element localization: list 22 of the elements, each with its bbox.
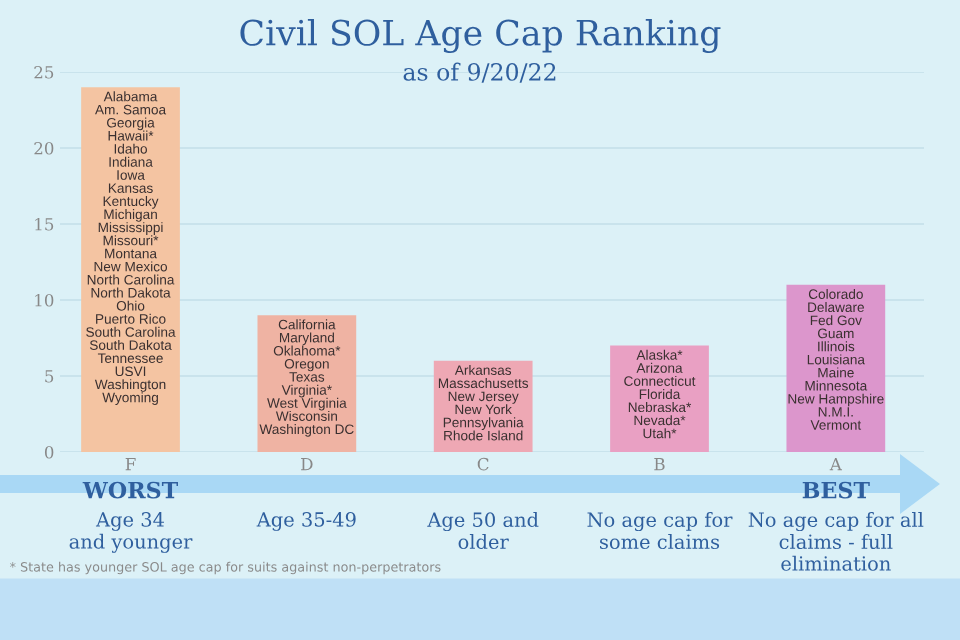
y-tick-label: 5 [45,370,54,383]
y-tick-label: 0 [44,445,54,459]
y-tick-label: 20 [34,141,54,155]
bar [610,345,709,452]
y-tick-label: 10 [35,293,54,307]
bar [786,284,886,452]
y-tick-label: 25 [34,65,54,79]
chart-subtitle: as of 9/20/22 [403,62,556,83]
text: BEST [802,481,870,499]
text: Age 34 and younger [69,512,193,553]
x-tick-label: A [829,458,843,471]
chart-title: Civil SOL Age Cap Ranking [240,18,721,54]
x-tick-label: F [125,458,136,471]
x-tick-label: C [477,457,489,471]
x-tick-label: B [654,458,665,471]
text: Age 50 and older [427,512,539,550]
text: No age cap for some claims [587,512,733,550]
y-tick-label: 15 [35,217,54,231]
text: No age cap for all claims - full elimination [748,512,924,571]
x-tick-label: D [301,458,313,471]
text: Age 35-49 [256,512,356,531]
text: WORST [82,481,178,499]
